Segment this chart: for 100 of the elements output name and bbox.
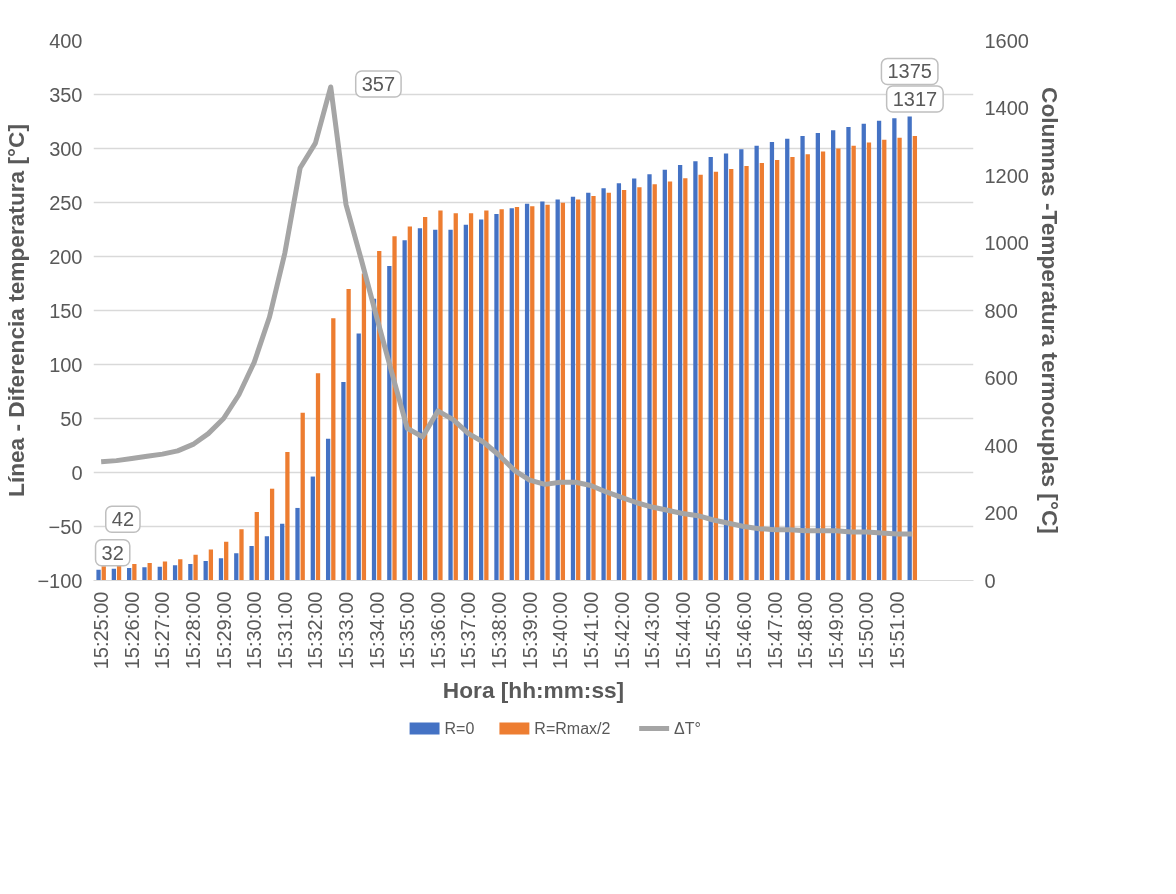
bar xyxy=(188,563,193,581)
y2-tick-label: 1600 xyxy=(984,29,1029,52)
x-tick-label: 15:32:00 xyxy=(304,591,327,670)
bar xyxy=(831,130,836,581)
x-tick-label: 15:41:00 xyxy=(579,591,602,670)
bar xyxy=(479,219,484,581)
bar xyxy=(346,288,351,581)
bar xyxy=(769,142,775,581)
bar xyxy=(907,116,912,581)
bar xyxy=(448,229,453,581)
bar xyxy=(453,213,458,581)
bar xyxy=(361,273,367,581)
bar xyxy=(509,208,514,581)
x-tick-label: 15:43:00 xyxy=(641,591,664,670)
bar xyxy=(468,213,474,581)
bar xyxy=(407,226,412,581)
bar xyxy=(101,566,106,581)
x-tick-label: 15:27:00 xyxy=(151,591,174,670)
x-tick-label: 15:49:00 xyxy=(824,591,847,670)
bar xyxy=(576,199,581,581)
bar xyxy=(815,132,820,581)
x-tick-label: 15:31:00 xyxy=(273,591,296,670)
legend-label: ΔT° xyxy=(674,720,701,737)
bar xyxy=(218,558,224,581)
x-tick-label: 15:46:00 xyxy=(732,591,755,670)
y-tick-label: −50 xyxy=(48,515,83,538)
bar xyxy=(560,202,566,581)
data-label: 1375 xyxy=(887,60,932,83)
bar xyxy=(540,201,545,581)
y-tick-label: 250 xyxy=(49,191,83,214)
bar xyxy=(331,318,336,581)
bar xyxy=(647,174,652,581)
y2-tick-label: 600 xyxy=(984,367,1018,389)
bar xyxy=(341,382,346,581)
bar xyxy=(846,126,851,581)
legend-label: R=0 xyxy=(444,720,475,737)
y2-tick-label: 800 xyxy=(984,299,1018,322)
y-tick-label: −100 xyxy=(37,569,83,592)
bar xyxy=(249,546,254,581)
bar xyxy=(499,209,504,581)
bar xyxy=(147,562,152,581)
bar xyxy=(708,156,713,581)
bar xyxy=(417,228,423,581)
bar xyxy=(805,154,810,581)
y-tick-label: 100 xyxy=(49,353,83,376)
y-tick-label: 300 xyxy=(49,137,83,160)
bar xyxy=(193,554,198,581)
bar xyxy=(754,145,759,581)
bar xyxy=(484,210,489,581)
bar xyxy=(224,541,229,581)
data-label: 357 xyxy=(361,72,396,95)
bar xyxy=(866,142,872,581)
bar xyxy=(269,488,275,581)
y2-tick-label: 1000 xyxy=(984,232,1029,254)
bar xyxy=(785,138,790,581)
bar xyxy=(667,181,673,581)
bar xyxy=(545,204,550,581)
x-tick-label: 15:25:00 xyxy=(90,591,113,670)
x-tick-label: 15:35:00 xyxy=(396,591,419,670)
bar xyxy=(514,206,520,581)
x-tick-label: 15:26:00 xyxy=(120,591,143,670)
x-tick-label: 15:39:00 xyxy=(518,591,541,670)
bar xyxy=(524,203,530,581)
bar xyxy=(463,224,468,581)
x-tick-label: 15:47:00 xyxy=(763,591,786,670)
y-tick-label: 400 xyxy=(49,29,83,52)
bar xyxy=(234,553,239,581)
y-tick-label: 0 xyxy=(71,461,83,484)
bar xyxy=(897,137,902,581)
data-label: 1317 xyxy=(892,88,938,111)
bar xyxy=(570,196,576,581)
x-tick-label: 15:36:00 xyxy=(426,591,449,670)
x-tick-label: 15:50:00 xyxy=(855,591,878,670)
y-axis-title: Línea - Diferencia temperatura [°C] xyxy=(3,124,30,497)
bar xyxy=(494,213,499,581)
bar xyxy=(744,166,749,581)
bar xyxy=(132,563,137,581)
bar xyxy=(637,187,642,581)
bar xyxy=(586,192,591,581)
bar xyxy=(285,451,290,581)
bar xyxy=(172,565,178,581)
x-tick-label: 15:38:00 xyxy=(488,591,511,670)
y2-tick-label: 1200 xyxy=(984,164,1029,187)
y2-tick-label: 0 xyxy=(984,569,996,592)
bar xyxy=(652,184,657,581)
bar xyxy=(693,161,698,581)
bar xyxy=(851,145,856,581)
bar xyxy=(310,476,315,581)
bar xyxy=(759,163,764,581)
bar xyxy=(356,333,361,581)
x-tick-label: 15:40:00 xyxy=(549,591,572,670)
bar xyxy=(698,174,703,581)
bar xyxy=(325,438,331,581)
bar xyxy=(142,567,147,581)
y2-tick-label: 200 xyxy=(984,502,1018,524)
bar xyxy=(739,149,744,581)
x-tick-label: 15:29:00 xyxy=(212,591,235,670)
bar xyxy=(621,190,627,581)
bar xyxy=(800,136,805,581)
y2-axis-title: Columnas -Temperatura termocuplas [°C] xyxy=(1036,87,1063,534)
